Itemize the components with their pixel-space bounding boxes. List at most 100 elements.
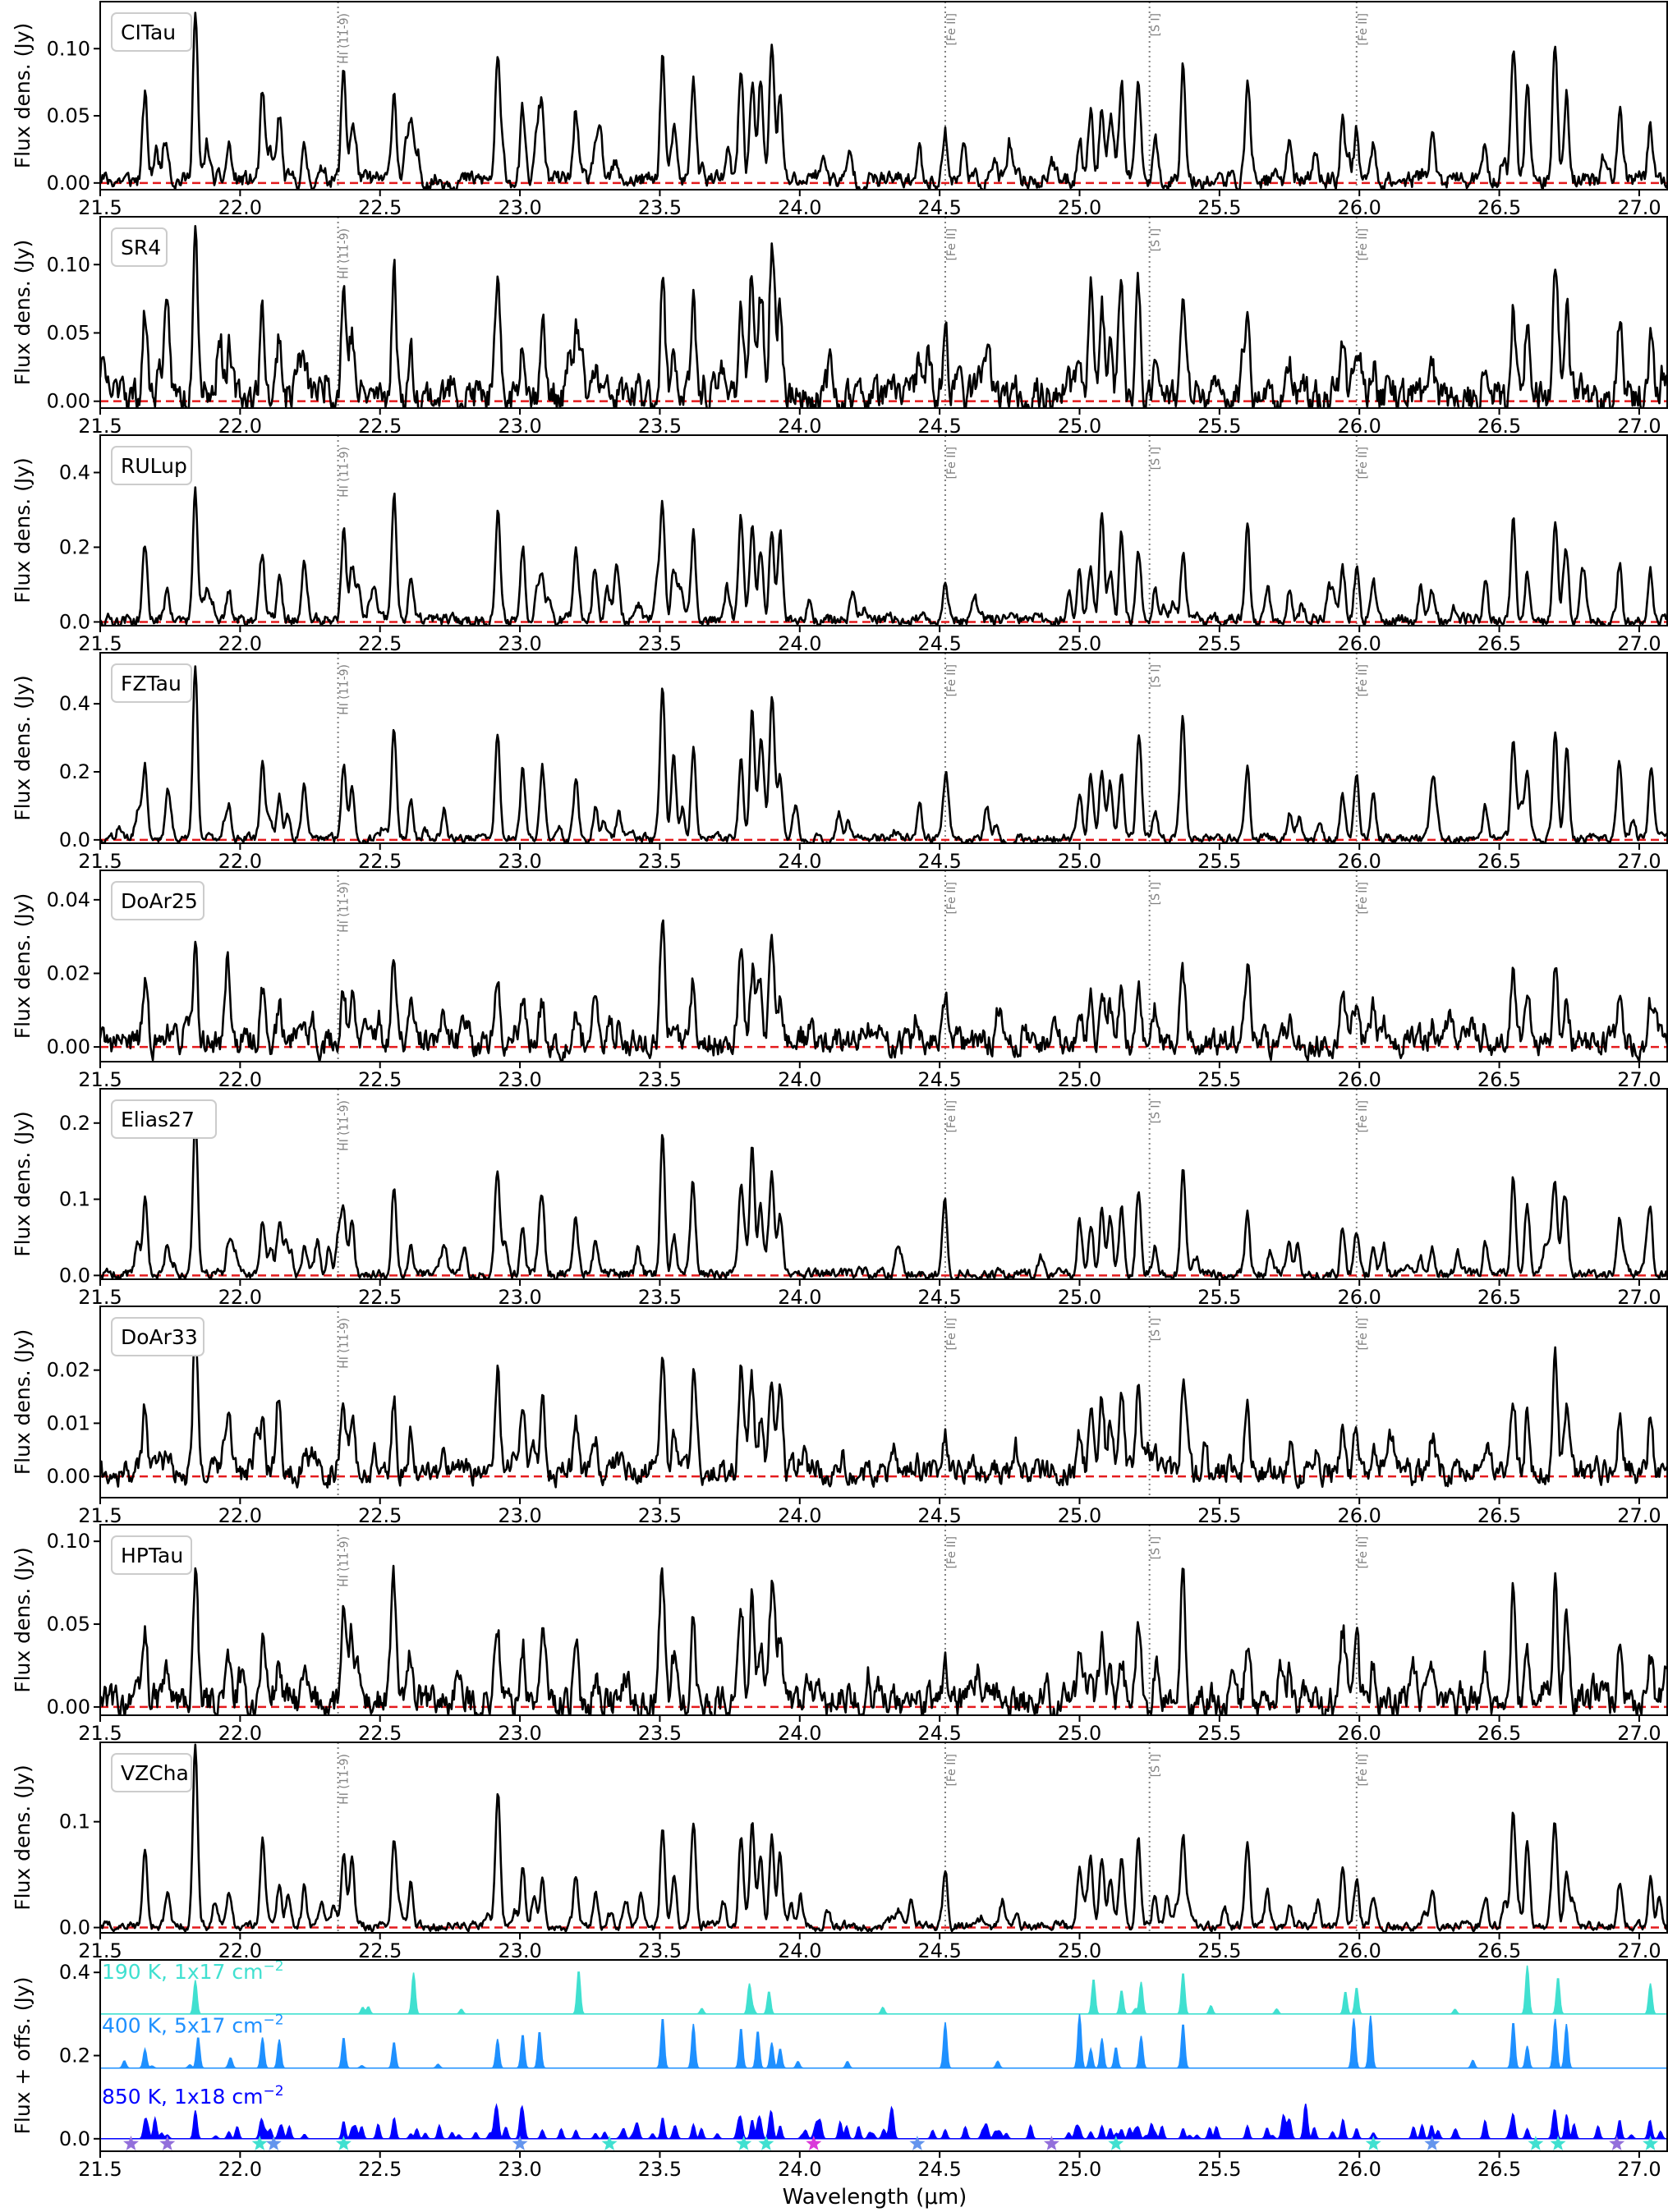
y-tick-label: 0.4 <box>59 1961 90 1984</box>
panel-sr4: HI (11-9) [Fe II] [S I] [Fe II] SR4 21.5 22.0 2… <box>11 216 1668 438</box>
x-tick-label: 24.0 <box>778 1939 821 1962</box>
star-marker-0 <box>123 2135 139 2150</box>
plot-area: HI (11-9) [Fe II] [S I] [Fe II] <box>100 653 1667 843</box>
y-tick-label: 0.2 <box>59 535 90 558</box>
x-tick-label: 22.5 <box>358 1722 402 1745</box>
x-tick-label: 21.5 <box>78 196 122 219</box>
line-marker-label: HI (11-9) <box>338 1100 352 1151</box>
x-tick-label: 26.5 <box>1477 1722 1521 1745</box>
line-marker-label: [S I] <box>1150 13 1163 36</box>
line-marker-label: [Fe II] <box>945 228 958 261</box>
spectrum-series <box>100 225 1667 408</box>
model-label-superscript: −2 <box>264 2012 284 2029</box>
x-tick-label: 26.5 <box>1477 196 1521 219</box>
x-tick-label: 23.0 <box>498 2158 541 2181</box>
plot-area: HI (11-9) [Fe II] [S I] [Fe II] <box>100 870 1667 1062</box>
y-tick-label: 0.0 <box>59 828 90 851</box>
x-tick-label: 26.0 <box>1337 1068 1381 1091</box>
y-tick-label: 0.1 <box>59 1810 90 1833</box>
x-tick-label: 21.5 <box>78 1286 122 1309</box>
line-marker-label: [S I] <box>1150 1100 1163 1123</box>
star-marker-4 <box>335 2135 352 2150</box>
x-axis-label: Wavelength (μm) <box>783 2185 967 2210</box>
axes-frame <box>99 1088 1668 1280</box>
line-marker-label: [Fe II] <box>945 664 958 697</box>
x-tick-label: 23.0 <box>498 1939 541 1962</box>
panel-label-box: VZCha <box>111 1753 192 1792</box>
y-axis-label: Flux + offs. (Jy) <box>11 1977 34 2135</box>
x-tick-label: 22.5 <box>358 850 402 873</box>
plot-area: HI (11-9) [Fe II] [S I] [Fe II] <box>100 217 1667 408</box>
line-marker-label: HI (11-9) <box>338 1318 352 1369</box>
y-axis-label: Flux dens. (Jy) <box>11 23 34 169</box>
panel-label: Elias27 <box>121 1108 195 1131</box>
x-tick-label: 26.0 <box>1337 1722 1381 1745</box>
panel-citau: HI (11-9) [Fe II] [S I] [Fe II] CITau 21.5 22.… <box>11 1 1668 219</box>
star-marker-2 <box>251 2135 268 2150</box>
panel-fztau: HI (11-9) [Fe II] [S I] [Fe II] FZTau 21.5 22.… <box>11 652 1668 873</box>
y-tick-label: 0.00 <box>47 390 90 413</box>
x-tick-label: 25.0 <box>1058 1939 1101 1962</box>
y-tick-label: 0.1 <box>59 1188 90 1211</box>
x-tick-label: 21.5 <box>78 1504 122 1527</box>
x-tick-label: 21.5 <box>78 2158 122 2181</box>
panel-vzcha: HI (11-9) [Fe II] [S I] [Fe II] VZCha 21.5 22.… <box>11 1742 1668 1962</box>
x-tick-label: 24.0 <box>778 850 821 873</box>
x-tick-label: 25.0 <box>1058 1504 1101 1527</box>
y-tick-label: 0.10 <box>47 1530 90 1553</box>
panel-label-box: DoAr33 <box>111 1317 204 1356</box>
x-tick-label: 23.5 <box>638 1286 682 1309</box>
x-tick-label: 22.5 <box>358 1504 402 1527</box>
x-tick-label: 22.0 <box>218 1068 262 1091</box>
x-tick-label: 24.5 <box>917 1722 961 1745</box>
x-tick-label: 21.5 <box>78 1722 122 1745</box>
line-marker-label: [Fe II] <box>945 1100 958 1133</box>
x-tick-label: 23.0 <box>498 196 541 219</box>
x-tick-label: 23.5 <box>638 850 682 873</box>
y-tick-label: 0.0 <box>59 1264 90 1287</box>
plot-area: HI (11-9) [Fe II] [S I] [Fe II] <box>100 1742 1667 1933</box>
panel-label-frame <box>111 227 168 267</box>
y-tick-label: 0.05 <box>47 321 90 344</box>
line-marker-label: [Fe II] <box>945 1318 958 1351</box>
star-marker-6 <box>601 2135 618 2150</box>
axes-frame <box>99 1524 1668 1716</box>
star-marker-16 <box>1550 2135 1566 2150</box>
star-marker-3 <box>265 2135 282 2150</box>
star-marker-7 <box>736 2135 752 2150</box>
model-label-2: 850 K, 1x18 cm−2 <box>102 2083 284 2109</box>
panel-elias27: HI (11-9) [Fe II] [S I] [Fe II] Elias27 21.5 2… <box>11 1088 1668 1309</box>
x-tick-label: 22.5 <box>358 415 402 438</box>
x-tick-label: 25.0 <box>1058 2158 1101 2181</box>
y-tick-label: 0.05 <box>47 104 90 127</box>
panel-label-box: CITau <box>111 12 192 52</box>
model-label-1: 400 K, 5x17 cm−2 <box>102 2012 284 2038</box>
x-tick-label: 25.0 <box>1058 1286 1101 1309</box>
x-tick-label: 27.0 <box>1617 632 1661 655</box>
panel-models: 190 K, 1x17 cm−2 400 K, 5x17 cm−2 850 K, 1… <box>11 1958 1668 2181</box>
axes-frame <box>99 652 1668 844</box>
line-marker-label: [Fe II] <box>1357 13 1370 46</box>
x-tick-label: 25.5 <box>1197 2158 1241 2181</box>
star-marker-13 <box>1365 2135 1381 2150</box>
line-marker-label: [S I] <box>1150 664 1163 687</box>
x-tick-label: 27.0 <box>1617 1286 1661 1309</box>
x-tick-label: 23.5 <box>638 196 682 219</box>
panel-doar25: HI (11-9) [Fe II] [S I] [Fe II] DoAr25 21.5 22… <box>11 870 1668 1091</box>
x-tick-label: 25.5 <box>1197 196 1241 219</box>
x-tick-label: 24.5 <box>917 1286 961 1309</box>
x-tick-label: 22.5 <box>358 1068 402 1091</box>
star-marker-1 <box>159 2135 176 2150</box>
line-marker-label: [Fe II] <box>1357 664 1370 697</box>
line-marker-label: [Fe II] <box>945 1536 958 1569</box>
plot-area: HI (11-9) [Fe II] [S I] [Fe II] <box>100 1525 1667 1715</box>
y-tick-label: 0.2 <box>59 2044 90 2067</box>
x-tick-label: 26.5 <box>1477 1504 1521 1527</box>
panel-label-box: RULup <box>111 446 192 485</box>
x-tick-label: 22.0 <box>218 1722 262 1745</box>
star-marker-17 <box>1609 2135 1625 2150</box>
line-marker-label: [S I] <box>1150 882 1163 905</box>
y-axis-label: Flux dens. (Jy) <box>11 893 34 1039</box>
line-marker-label: [Fe II] <box>1357 228 1370 261</box>
